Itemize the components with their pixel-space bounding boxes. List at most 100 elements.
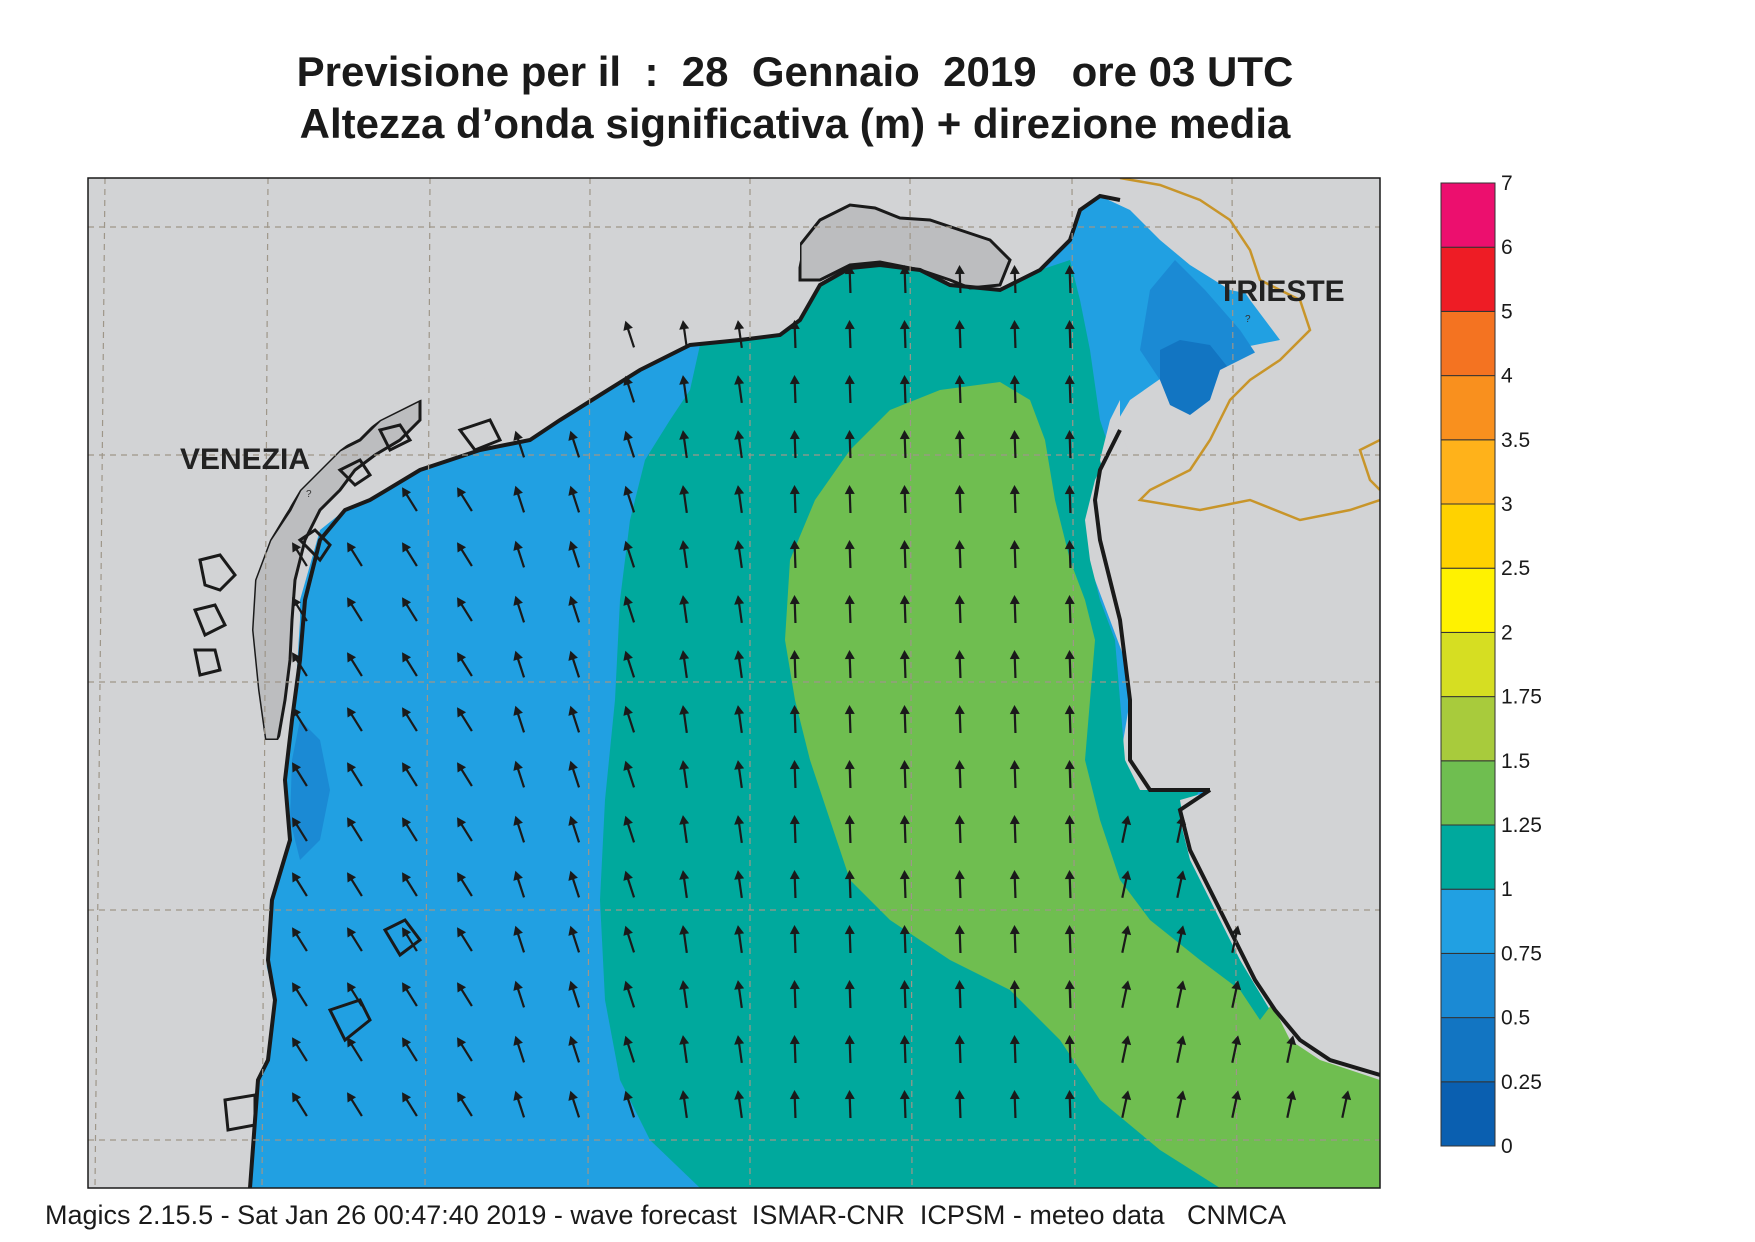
wave-arrow xyxy=(1121,925,1132,953)
wave-arrow xyxy=(623,375,636,403)
wave-arrow xyxy=(623,980,636,1008)
wave-arrow xyxy=(679,760,690,789)
land-south-west xyxy=(88,178,800,1188)
wave-arrow xyxy=(954,870,965,899)
map-subtitle: Altezza d’onda significativa (m) + direz… xyxy=(299,100,1291,147)
wave-arrow xyxy=(954,375,965,404)
wave-arrow xyxy=(402,707,418,732)
wave-arrow xyxy=(679,430,690,459)
wave-arrow xyxy=(1121,1090,1132,1118)
wave-arrow xyxy=(1009,650,1020,679)
colorbar-label: 1.75 xyxy=(1501,686,1542,709)
wave-arrow xyxy=(457,927,473,952)
map-frame xyxy=(87,177,1381,1189)
city-label-trieste: TRIESTE xyxy=(1218,275,1345,308)
wave-arrow xyxy=(568,870,581,898)
wave-arrow xyxy=(789,485,800,514)
wave-arrow xyxy=(954,320,965,349)
wave-arrow xyxy=(292,762,308,787)
wave-arrow xyxy=(347,762,363,787)
wave-arrow xyxy=(679,375,690,404)
wave-arrow xyxy=(292,982,308,1007)
wave-arrow xyxy=(844,320,855,349)
wave-arrow xyxy=(1064,650,1075,679)
wave-arrow xyxy=(292,817,308,842)
wave-arrow xyxy=(568,1090,581,1118)
wave-arrow xyxy=(623,760,636,788)
wave-arrow xyxy=(513,870,526,898)
wave-arrow xyxy=(623,485,636,513)
wave-arrow xyxy=(734,595,745,624)
wave-arrow xyxy=(623,870,636,898)
wave-arrow xyxy=(679,925,690,954)
wave-arrow xyxy=(679,650,690,679)
wave-arrow xyxy=(623,320,636,348)
wave-arrow xyxy=(734,1035,745,1064)
wave-arrow xyxy=(1064,870,1075,899)
wave-arrow xyxy=(1064,925,1075,954)
wave-arrow xyxy=(789,815,800,844)
wave-arrow xyxy=(844,650,855,679)
wave-arrow xyxy=(954,925,965,954)
wave-arrow xyxy=(844,760,855,789)
wave-arrow xyxy=(513,815,526,843)
wave-arrow xyxy=(734,925,745,954)
colorbar-label: 5 xyxy=(1501,300,1513,323)
wave-arrow xyxy=(734,760,745,789)
colorbar-swatch xyxy=(1440,1017,1496,1083)
wave-arrow xyxy=(1064,540,1075,569)
wave-arrow xyxy=(734,980,745,1009)
wave-arrow xyxy=(679,870,690,899)
colorbar-label: 0.25 xyxy=(1501,1071,1542,1094)
wave-arrow xyxy=(1009,595,1020,624)
coastline xyxy=(248,193,1380,1188)
wave-arrow xyxy=(1064,980,1075,1009)
wave-arrow xyxy=(623,1035,636,1063)
wave-arrow xyxy=(899,980,910,1009)
wave-arrow xyxy=(789,540,800,569)
wave-arrow xyxy=(734,870,745,899)
map-title: Previsione per il : 28 Gennaio 2019 ore … xyxy=(296,48,1294,95)
wave-arrow xyxy=(899,540,910,569)
wave-arrow xyxy=(1286,1035,1297,1063)
wave-arrow xyxy=(1176,815,1187,843)
wave-arrow xyxy=(1009,430,1020,459)
wave-arrow xyxy=(292,652,308,677)
wave-arrow xyxy=(789,650,800,679)
wave-arrow xyxy=(1064,1090,1075,1119)
colorbar-swatch xyxy=(1440,631,1496,698)
wave-arrow xyxy=(1121,870,1132,898)
colorbar-label: 1.5 xyxy=(1501,750,1530,773)
wave-arrow xyxy=(1341,1090,1352,1118)
wave-arrow xyxy=(513,925,526,953)
wave-arrow xyxy=(568,540,581,568)
wave-arrow xyxy=(789,925,800,954)
wave-arrow xyxy=(457,652,473,677)
wave-arrow xyxy=(899,485,910,514)
wave-arrow xyxy=(347,652,363,677)
wave-arrow xyxy=(844,980,855,1009)
wave-arrow xyxy=(402,872,418,897)
land-north-east xyxy=(1100,178,1380,1080)
wave-arrow xyxy=(899,705,910,734)
wave-arrow xyxy=(402,762,418,787)
wave-arrow xyxy=(1064,375,1075,404)
wave-arrow xyxy=(954,705,965,734)
colorbar-label: 2 xyxy=(1501,621,1513,644)
wave-arrow xyxy=(899,265,910,294)
wave-arrow xyxy=(513,760,526,788)
colorbar-swatch xyxy=(1440,375,1496,441)
wave-arrow xyxy=(1009,980,1020,1009)
footer-credits: Magics 2.15.5 - Sat Jan 26 00:47:40 2019… xyxy=(45,1200,1287,1230)
wave-arrow xyxy=(734,485,745,514)
wave-arrow xyxy=(402,1092,418,1117)
wave-direction-arrows xyxy=(292,265,1352,1119)
national-border xyxy=(1119,178,1380,522)
wave-arrow xyxy=(347,1092,363,1117)
wave-arrow xyxy=(347,817,363,842)
wave-arrow xyxy=(292,1092,308,1117)
wave-arrow xyxy=(899,375,910,404)
wave-arrow xyxy=(954,595,965,624)
wave-arrow xyxy=(899,815,910,844)
